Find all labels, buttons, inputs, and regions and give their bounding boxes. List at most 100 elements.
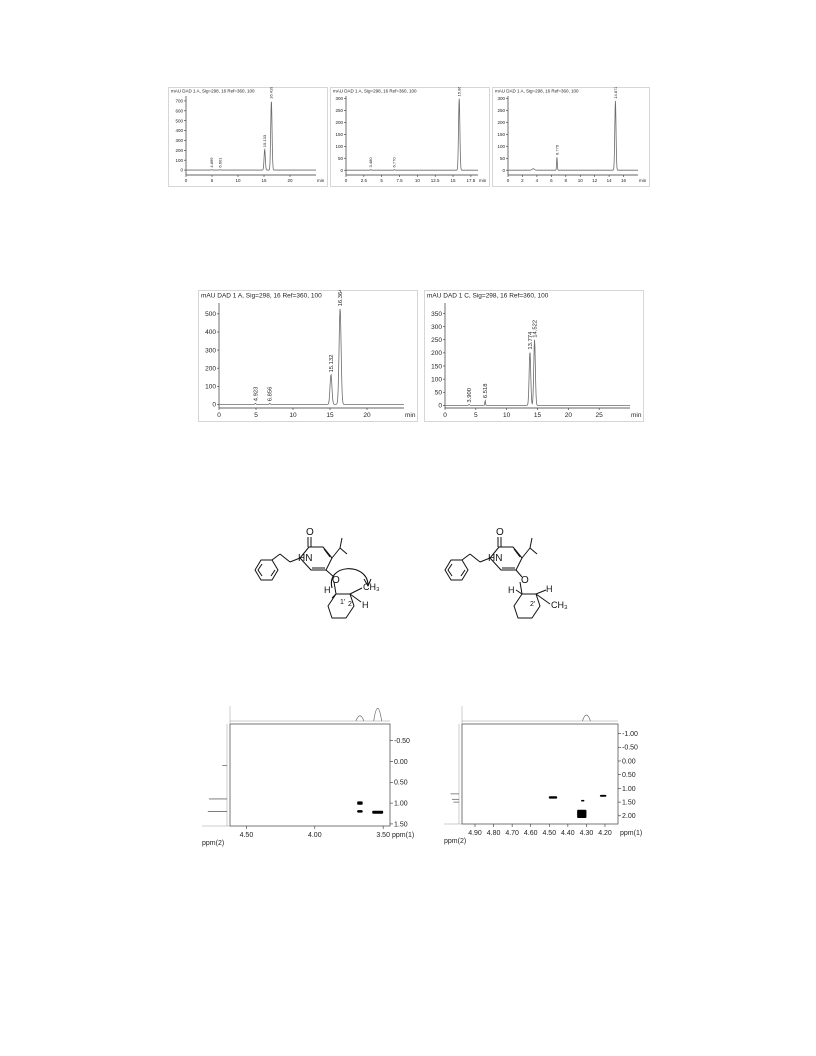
y-tick-label: 250 — [335, 108, 343, 113]
y-tick-label: 100 — [497, 144, 505, 149]
nmr-2d-spectrum-1: -0.50 0.00 0.50 1.00 1.50 ppm(1) 4.50 4.00 3.50 p… — [200, 704, 422, 854]
top-projection-peak — [582, 714, 591, 722]
x-tick-label: 4.30 — [580, 830, 594, 837]
chart-title: mAU DAD 1 C, Sig=298, 16 Ref=360, 100 — [427, 293, 549, 300]
x-axis-label: ppm(2) — [202, 840, 224, 847]
ether-oxygen-label: O — [332, 575, 340, 586]
x-axis-label: ppm(2) — [444, 838, 466, 845]
y-tick-label: 150 — [335, 132, 343, 137]
y-tick-label: 100 — [175, 158, 183, 163]
y-tick-label: 50 — [500, 156, 506, 161]
methyl-label: CH₃ — [363, 582, 380, 592]
x-tick-label: 14 — [607, 178, 613, 183]
x-tick-label: 10 — [415, 178, 421, 183]
ether-oxygen-label: O — [521, 575, 529, 586]
x-tick-label: 5 — [211, 178, 214, 183]
peak-label: 15.133 — [262, 134, 267, 147]
y-tick-label: 0.00 — [394, 759, 408, 766]
spectrum-frame — [229, 723, 391, 827]
nmr-chart-2: -1.00 -0.50 0.00 0.50 1.00 1.50 2.00 ppm(1) 4.90… — [444, 706, 642, 845]
peak-label: 3.480 — [368, 157, 373, 168]
x-tick-label: 6 — [550, 178, 553, 183]
y-axis-label: ppm(1) — [392, 832, 414, 839]
peak-label: 4.899 — [209, 157, 214, 168]
chromatogram-trace — [219, 308, 404, 405]
position-2-label: 2' — [530, 601, 535, 608]
position-1-label: 1' — [340, 599, 345, 606]
peak-label: 16.419 — [269, 87, 274, 99]
x-tick-label: 10 — [235, 178, 241, 183]
y-tick-label: -1.00 — [622, 731, 638, 738]
peak-label: 14.872 — [613, 87, 618, 99]
y-tick-label: 0.50 — [622, 772, 636, 779]
y-tick-label: 300 — [175, 138, 183, 143]
chart-title: mAU DAD 1 A, Sig=298, 16 Ref=360, 100 — [201, 293, 322, 300]
x-tick-label: 4.50 — [240, 832, 254, 839]
x-tick-label: 5 — [474, 412, 478, 419]
h2-label: H — [546, 584, 553, 594]
cross-peak — [548, 796, 558, 799]
y-tick-label: 0 — [212, 402, 216, 409]
peak-label: 14.522 — [533, 320, 539, 338]
y-tick-label: 50 — [338, 156, 344, 161]
peak-label: 6.770 — [392, 157, 397, 168]
y-tick-label: -0.50 — [622, 745, 638, 752]
x-tick-label: 12.5 — [431, 178, 440, 183]
y-tick-label: 1.00 — [394, 801, 408, 808]
y-tick-label: 150 — [431, 363, 442, 370]
cross-peak — [581, 799, 585, 802]
cross-peak — [357, 801, 363, 805]
x-tick-label: 0 — [217, 412, 221, 419]
structure-trans-isomer: HN O O H 2' H CH₃ — [438, 524, 608, 642]
x-axis-label: min — [317, 178, 325, 183]
x-tick-label: 4.60 — [524, 830, 538, 837]
x-tick-label: 5 — [380, 178, 383, 183]
h1-label: H — [324, 585, 331, 595]
x-tick-label: 5 — [254, 412, 258, 419]
molecule-drawing-2: HN O O H 2' H CH₃ — [444, 527, 568, 619]
chromatogram-trace — [186, 101, 316, 171]
y-tick-label: 350 — [431, 311, 442, 318]
hplc-chart-3: mAU DAD 1 A, Sig=298, 16 Ref=360, 100 0 50… — [492, 87, 650, 187]
y-tick-label: -0.50 — [394, 738, 410, 745]
x-tick-label: 17.5 — [466, 178, 475, 183]
chart-border — [198, 290, 418, 422]
nmr-chart-1: -0.50 0.00 0.50 1.00 1.50 ppm(1) 4.50 4.00 3.50 p… — [202, 706, 414, 847]
y-tick-label: 250 — [497, 108, 505, 113]
y-tick-label: 200 — [431, 350, 442, 357]
x-tick-label: 20 — [363, 412, 371, 419]
hplc-chromatogram-5: mAU DAD 1 C, Sig=298, 16 Ref=360, 100 0 50… — [424, 290, 644, 422]
x-tick-label: 15 — [326, 412, 334, 419]
y-tick-label: 0 — [438, 403, 442, 410]
y-tick-label: 200 — [335, 120, 343, 125]
hplc-chromatogram-3: mAU DAD 1 A, Sig=298, 16 Ref=360, 100 0 50… — [492, 87, 650, 187]
x-tick-label: 12 — [592, 178, 598, 183]
h1-label: H — [508, 585, 515, 595]
cross-peak — [357, 810, 363, 813]
chart-border — [330, 87, 490, 187]
x-tick-label: 0 — [443, 412, 447, 419]
peak-label: 15.865 — [457, 87, 462, 96]
chart-title: mAU DAD 1 A, Sig=298, 16 Ref=360, 100 — [495, 89, 579, 94]
x-tick-label: 4.00 — [308, 832, 322, 839]
x-tick-label: 10 — [503, 412, 511, 419]
y-tick-label: 400 — [175, 128, 183, 133]
x-tick-label: 2.5 — [361, 178, 368, 183]
chromatogram-trace — [508, 100, 638, 171]
x-tick-label: 2 — [521, 178, 524, 183]
peak-label: 6.601 — [218, 157, 223, 168]
y-tick-label: 50 — [435, 390, 443, 397]
chart-title: mAU DAD 1 A, Sig=298, 16 Ref=360, 100 — [171, 89, 255, 94]
y-tick-label: 500 — [205, 311, 216, 318]
molecule-drawing-1: HN O O H 1' 2' CH₃ H — [254, 527, 380, 619]
x-tick-label: 3.50 — [376, 832, 390, 839]
x-tick-label: 16 — [621, 178, 627, 183]
peak-label: 4.923 — [253, 387, 259, 402]
structure-cis-isomer: HN O O H 1' 2' CH₃ H — [248, 524, 418, 642]
x-axis-label: min — [479, 178, 487, 183]
y-tick-label: 0.50 — [394, 780, 408, 787]
x-tick-label: 15 — [261, 178, 267, 183]
methyl-label: CH₃ — [551, 600, 568, 610]
x-tick-label: 4.40 — [561, 830, 575, 837]
x-tick-label: 0 — [185, 178, 188, 183]
